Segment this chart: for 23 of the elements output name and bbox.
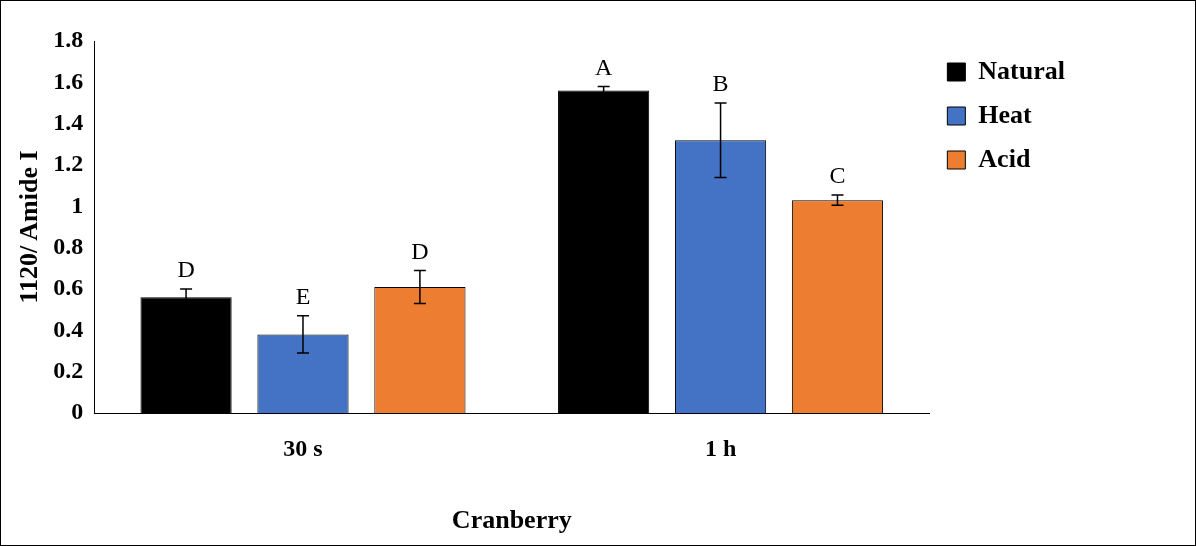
data-label: D [177,256,195,283]
y-tick-label: 0 [71,398,84,425]
x-axis-title: Cranberry [451,505,572,535]
y-tick-label: 0.6 [53,274,84,301]
y-tick-label: 1 [71,191,84,218]
y-tick-label: 1.8 [53,26,84,53]
legend-label: Heat [978,99,1033,129]
legend-label: Natural [978,55,1066,85]
y-axis-title: 1120/ Amide I [14,150,44,304]
y-tick-label: 1.4 [53,108,84,135]
x-tick-label: 1 h [704,434,737,461]
legend-label: Acid [978,143,1031,173]
data-label: D [411,237,429,264]
data-label: B [712,70,729,97]
y-tick-label: 1.6 [53,67,84,94]
x-tick-label: 30 s [283,434,323,461]
data-label: C [829,162,846,189]
y-tick-label: 0.4 [53,315,84,342]
y-tick-label: 0.2 [53,356,84,383]
data-label: A [594,53,613,80]
data-label: E [295,283,311,310]
y-tick-label: 1.2 [53,150,84,177]
y-tick-label: 0.8 [53,232,84,259]
